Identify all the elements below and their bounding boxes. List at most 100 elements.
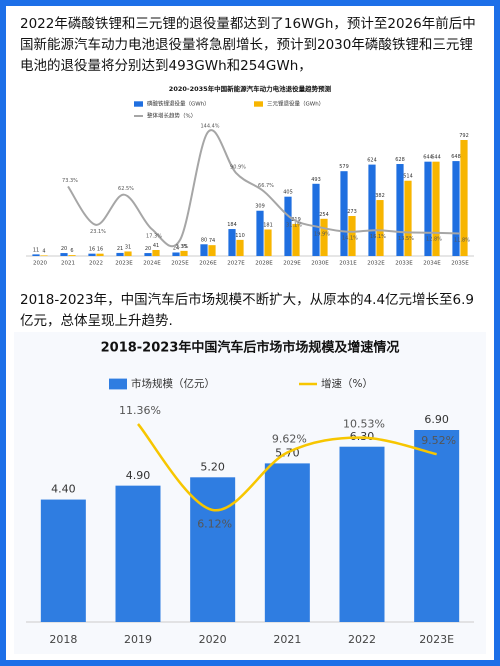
legend-swatch: [254, 101, 263, 107]
value-label: 20: [61, 246, 67, 252]
bar: [32, 254, 40, 256]
x-tick-label: 2021: [61, 261, 75, 267]
value-label: 628: [395, 157, 405, 163]
x-tick-label: 2018: [49, 633, 77, 646]
line-label: 19.9%: [314, 231, 330, 237]
bar: [424, 161, 432, 256]
value-label: 273: [347, 209, 357, 215]
x-tick-label: 2020: [33, 261, 47, 267]
line-label: 90.9%: [230, 164, 246, 170]
bar: [452, 161, 460, 256]
x-tick-label: 2032E: [367, 261, 385, 267]
value-label: 74: [209, 238, 215, 244]
value-label: 6.90: [424, 413, 449, 426]
value-label: 6: [70, 248, 73, 254]
value-label: 4.40: [51, 483, 76, 496]
value-label: 16: [89, 247, 95, 253]
legend-label: 增速（%）: [321, 377, 373, 390]
x-tick-label: 2031E: [339, 261, 357, 267]
legend-swatch: [134, 101, 143, 107]
value-label: 5.20: [200, 460, 225, 473]
value-label: 35: [181, 244, 187, 250]
value-label: 41: [153, 243, 159, 249]
bar: [180, 250, 188, 256]
line-label: 73.3%: [62, 178, 78, 184]
bar: [264, 463, 310, 622]
chart-title: 2018-2023年中国汽车后市场市场规模及增速情况: [101, 340, 400, 356]
trend-line: [137, 423, 437, 512]
x-tick-label: 2026E: [199, 261, 217, 267]
value-label: 110: [235, 233, 245, 239]
bar: [376, 200, 384, 256]
legend-label: 整体增长趋势（%）: [147, 112, 196, 120]
bar: [339, 446, 385, 622]
bar: [236, 239, 244, 256]
bar: [264, 229, 272, 256]
x-tick-label: 2033E: [395, 261, 413, 267]
bar: [88, 253, 96, 256]
bar: [116, 252, 124, 256]
bar: [115, 485, 161, 622]
bar: [348, 216, 356, 256]
value-label: 792: [459, 133, 469, 139]
value-label: 644: [423, 155, 433, 161]
bar: [208, 245, 216, 256]
x-tick-label: 2030E: [311, 261, 329, 267]
legend-label: 三元锂退役量（GWh）: [267, 100, 324, 108]
line-label: 31.1%: [286, 223, 302, 229]
x-tick-label: 2025E: [171, 261, 189, 267]
line-label: 16.1%: [370, 234, 386, 240]
bar: [432, 161, 440, 256]
line-label: 144.4%: [200, 124, 219, 130]
value-label: 4.90: [126, 469, 151, 482]
line-label: 6.12%: [197, 517, 232, 530]
line-label: 62.5%: [118, 186, 134, 192]
value-label: 644: [431, 155, 441, 161]
value-label: 24: [173, 245, 179, 251]
line-label: 12.8%: [426, 237, 442, 243]
legend-label: 市场规模（亿元）: [131, 377, 215, 390]
bar: [256, 210, 264, 256]
value-label: 21: [117, 246, 123, 252]
x-tick-label: 2029E: [283, 261, 301, 267]
value-label: 309: [255, 204, 265, 210]
value-label: 4: [42, 248, 45, 254]
bar: [68, 255, 76, 256]
value-label: 31: [125, 244, 131, 250]
x-tick-label: 2027E: [227, 261, 245, 267]
bar: [96, 253, 104, 256]
trend-line: [67, 129, 461, 248]
bar: [414, 430, 460, 622]
bar: [228, 229, 236, 256]
value-label: 493: [311, 177, 321, 183]
bar: [404, 180, 412, 256]
chart-bg: [14, 332, 486, 654]
value-label: 20: [145, 246, 151, 252]
bar: [396, 164, 404, 256]
chart: 2020-2035年中国新能源汽车动力电池退役量趋势预测磷酸铁锂退役量（GWh）…: [14, 80, 486, 270]
value-label: 648: [451, 154, 461, 160]
line-label: 10.53%: [343, 417, 385, 430]
value-label: 6.30: [350, 430, 375, 443]
bar: [284, 196, 292, 256]
line-label: 3.3%: [176, 244, 189, 250]
line-label: 13.5%: [398, 236, 414, 242]
paragraph: 2022年磷酸铁锂和三元锂的退役量都达到了16WGh，预计至2026年前后中国新…: [20, 16, 476, 74]
paragraph: 2018-2023年，中国汽车后市场规模不断扩大，从原本的4.4亿元增长至6.9…: [20, 292, 475, 329]
value-label: 405: [283, 190, 293, 196]
line-label: 14.1%: [342, 236, 358, 242]
x-tick-label: 2020: [199, 633, 227, 646]
line-label: 11.8%: [454, 237, 470, 243]
value-label: 184: [227, 222, 237, 228]
line-label: 17.3%: [146, 233, 162, 239]
line-label: 23.1%: [90, 229, 106, 235]
legend-swatch: [109, 378, 127, 390]
value-label: 16: [97, 247, 103, 253]
bar: [152, 249, 160, 256]
bar: [60, 253, 68, 256]
x-tick-label: 2028E: [255, 261, 273, 267]
x-tick-label: 2034E: [423, 261, 441, 267]
legend-label: 磷酸铁锂退役量（GWh）: [147, 100, 210, 108]
chart-title: 2020-2035年中国新能源汽车动力电池退役量趋势预测: [169, 84, 332, 93]
